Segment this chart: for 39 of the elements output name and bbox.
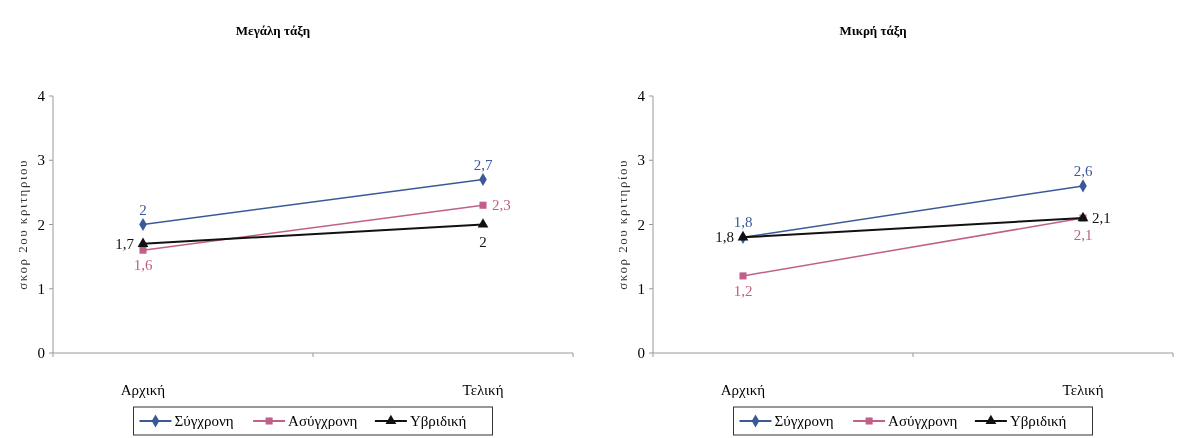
legend-label: Ασύγχρονη [288,413,358,429]
y-tick-label: 0 [37,345,45,361]
x-tick-label: Αρχική [720,382,766,398]
data-label: 1,6 [133,257,153,274]
data-label: 2,1 [1092,210,1111,227]
y-tick-label: 1 [637,280,645,297]
chart-title: Μεγάλη τάξη [235,23,311,38]
data-label: 2,6 [1073,162,1093,179]
point [479,201,487,209]
legend-label: Υβριδική [409,413,467,429]
data-label: 2,7 [473,156,493,173]
data-label: 2,1 [1073,227,1093,244]
y-tick-label: 2 [637,216,645,233]
point [139,246,147,254]
y-tick-label: 1 [37,280,45,297]
data-label: 2,3 [492,197,511,214]
legend-label: Υβριδική [1009,413,1067,429]
y-tick-label: 4 [37,88,46,104]
chart-title: Μικρή τάξη [839,23,907,38]
legend-label: Σύγχρονη [774,413,834,429]
y-tick-label: 4 [637,88,646,104]
y-tick-label: 0 [637,345,645,361]
data-label: 1,8 [733,214,753,231]
data-label: 1,2 [733,282,753,299]
data-label: 2 [139,201,147,218]
x-tick-label: Αρχική [120,382,166,398]
data-label: 1,8 [715,229,734,246]
legend-label: Σύγχρονη [174,413,234,429]
x-tick-label: Τελική [462,382,504,398]
point [739,272,747,280]
y-axis-title: σκορ 2ου κριτηριου [15,159,30,290]
data-label: 1,7 [115,235,135,252]
y-tick-label: 3 [37,152,45,169]
legend-label: Ασύγχρονη [888,413,958,429]
y-tick-label: 3 [637,152,645,169]
y-axis-title: σκορ 2ου κριτηρίου [615,159,630,290]
data-label: 2 [479,233,487,250]
x-tick-label: Τελική [1062,382,1104,398]
y-tick-label: 2 [37,216,45,233]
